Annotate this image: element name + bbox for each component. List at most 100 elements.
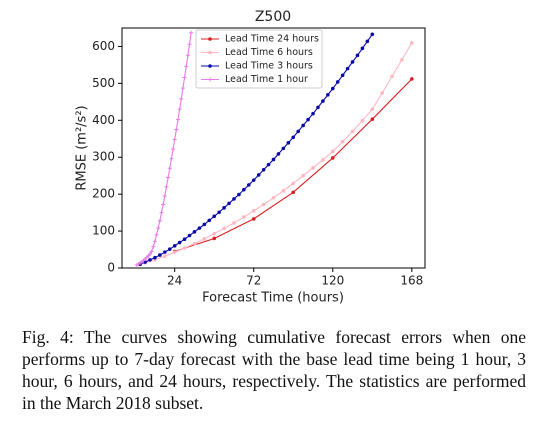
y-tick-label: 100 xyxy=(92,224,115,238)
legend-label: Lead Time 6 hours xyxy=(225,47,313,58)
point-marker xyxy=(286,141,291,145)
y-tick-label: 200 xyxy=(92,187,115,201)
point-marker xyxy=(163,254,167,258)
legend-label: Lead Time 24 hours xyxy=(225,34,319,45)
point-marker xyxy=(345,66,350,71)
point-marker-plus xyxy=(161,202,166,207)
point-marker xyxy=(242,187,246,192)
point-marker xyxy=(281,189,286,193)
legend-label: Lead Time 1 hour xyxy=(225,74,308,85)
point-marker xyxy=(311,111,315,116)
point-marker-plus xyxy=(185,53,190,58)
point-marker xyxy=(166,175,171,180)
point-marker xyxy=(202,237,207,241)
point-marker xyxy=(189,30,194,35)
point-marker xyxy=(182,75,187,80)
point-marker xyxy=(261,202,266,207)
point-marker xyxy=(182,246,187,250)
point-marker xyxy=(212,236,217,241)
point-marker xyxy=(222,206,226,210)
point-marker-plus xyxy=(156,226,161,231)
point-marker-plus xyxy=(151,244,156,249)
point-marker xyxy=(149,249,154,254)
point-marker xyxy=(156,226,161,231)
point-marker xyxy=(202,222,207,227)
point-marker xyxy=(151,244,156,249)
point-marker-plus xyxy=(177,107,182,112)
point-marker xyxy=(330,149,335,154)
series-line xyxy=(174,78,413,252)
point-marker xyxy=(167,247,172,251)
y-tick-label: 600 xyxy=(92,39,115,53)
point-marker xyxy=(271,157,276,162)
point-marker xyxy=(365,39,370,44)
point-marker xyxy=(147,251,152,256)
point-marker xyxy=(167,166,172,171)
legend-marker xyxy=(208,37,212,41)
plot-frame xyxy=(121,27,426,269)
point-marker xyxy=(212,231,217,236)
point-marker-plus xyxy=(147,251,152,256)
point-marker-plus xyxy=(171,147,176,152)
figure-caption: Fig. 4: The curves showing cumulative fo… xyxy=(22,327,526,413)
point-marker xyxy=(197,226,202,230)
point-marker xyxy=(360,118,365,123)
point-marker xyxy=(400,57,404,62)
point-marker xyxy=(164,184,169,189)
point-marker xyxy=(340,139,345,144)
point-marker xyxy=(171,147,176,152)
point-marker-plus xyxy=(149,249,154,254)
y-tick-label: 400 xyxy=(92,113,115,127)
point-marker xyxy=(237,192,241,197)
point-marker xyxy=(410,77,414,81)
point-marker xyxy=(207,218,212,223)
point-marker xyxy=(152,239,157,244)
point-marker xyxy=(271,196,276,200)
y-tick-label: 300 xyxy=(92,150,115,164)
point-marker xyxy=(212,214,217,219)
point-marker xyxy=(330,86,335,91)
legend-marker xyxy=(208,50,212,55)
point-marker xyxy=(185,53,190,58)
point-marker xyxy=(148,258,152,262)
legend-marker-dot xyxy=(208,64,212,68)
point-marker xyxy=(162,194,167,198)
point-marker xyxy=(410,40,414,45)
point-marker-plus xyxy=(152,239,157,244)
point-marker xyxy=(172,244,177,248)
point-marker xyxy=(232,221,236,225)
point-marker xyxy=(174,127,179,132)
point-marker xyxy=(158,253,162,257)
x-tick-label: 120 xyxy=(321,274,344,288)
legend-marker-dot xyxy=(208,50,212,55)
point-marker xyxy=(172,250,177,254)
chart-title: Z500 xyxy=(255,9,291,25)
legend-marker-plus xyxy=(208,77,212,82)
point-marker-plus xyxy=(184,64,189,69)
point-marker xyxy=(217,210,221,215)
point-marker xyxy=(350,60,355,64)
x-tick-label: 72 xyxy=(246,274,261,288)
legend-marker xyxy=(208,64,212,68)
legend-marker-dot xyxy=(208,37,212,41)
legend-marker xyxy=(208,77,212,82)
point-marker xyxy=(251,217,256,221)
y-tick-label: 500 xyxy=(92,76,115,90)
point-marker-plus xyxy=(182,75,187,80)
point-marker xyxy=(370,107,375,112)
point-marker xyxy=(161,202,166,207)
point-marker-plus xyxy=(167,166,172,171)
point-marker-plus xyxy=(159,210,164,215)
point-marker xyxy=(306,117,310,122)
point-marker xyxy=(192,241,197,246)
point-marker xyxy=(301,123,305,128)
point-marker-plus xyxy=(162,194,167,198)
point-marker xyxy=(232,197,236,201)
point-marker xyxy=(153,255,157,260)
x-tick-label: 168 xyxy=(400,274,423,288)
point-marker-plus xyxy=(164,184,169,189)
point-marker-plus xyxy=(180,86,185,91)
point-marker xyxy=(157,218,162,223)
point-marker xyxy=(175,117,180,122)
